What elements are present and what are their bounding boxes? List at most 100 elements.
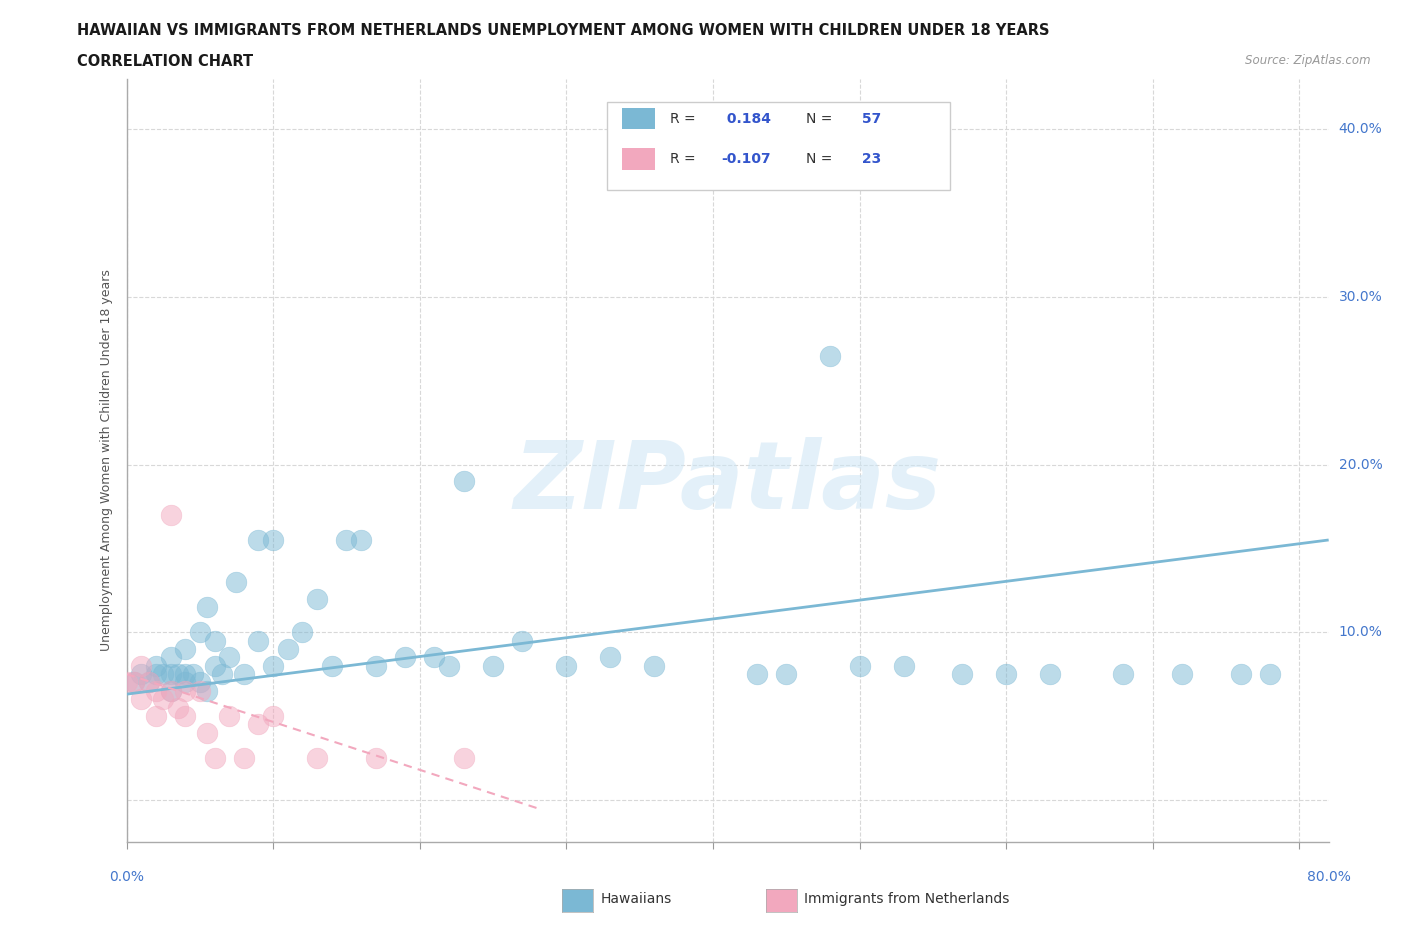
Point: [232, 751, 254, 765]
Point: [204, 751, 226, 765]
Point: [335, 533, 357, 548]
Point: [129, 667, 152, 682]
Point: [423, 650, 446, 665]
Point: [364, 751, 387, 765]
Point: [232, 667, 254, 682]
Text: Hawaiians: Hawaiians: [600, 892, 672, 907]
Point: [775, 667, 797, 682]
Point: [129, 692, 152, 707]
Point: [437, 658, 460, 673]
Text: 80.0%: 80.0%: [1306, 870, 1351, 884]
Point: [643, 658, 665, 673]
Point: [138, 675, 160, 690]
Point: [1039, 667, 1062, 682]
Text: R =: R =: [669, 112, 696, 126]
Point: [166, 667, 188, 682]
Point: [247, 717, 270, 732]
Point: [195, 725, 218, 740]
Point: [350, 533, 373, 548]
Point: [122, 675, 145, 690]
Point: [599, 650, 621, 665]
Point: [152, 692, 174, 707]
Point: [482, 658, 505, 673]
Text: 30.0%: 30.0%: [1339, 290, 1382, 304]
Point: [848, 658, 870, 673]
Point: [188, 625, 211, 640]
Point: [204, 633, 226, 648]
Point: [247, 533, 270, 548]
Point: [195, 684, 218, 698]
Point: [159, 684, 181, 698]
Point: [307, 591, 329, 606]
Point: [262, 658, 284, 673]
Point: [277, 642, 299, 657]
Point: [321, 658, 343, 673]
Point: [453, 474, 475, 489]
Point: [145, 684, 167, 698]
Point: [555, 658, 578, 673]
Point: [159, 508, 181, 523]
Point: [159, 684, 181, 698]
Point: [181, 667, 204, 682]
Point: [138, 675, 160, 690]
Point: [262, 533, 284, 548]
Point: [159, 667, 181, 682]
Point: [174, 642, 197, 657]
Point: [745, 667, 768, 682]
Point: [174, 675, 197, 690]
Point: [262, 709, 284, 724]
Point: [394, 650, 416, 665]
Point: [122, 675, 145, 690]
Text: Immigrants from Netherlands: Immigrants from Netherlands: [804, 892, 1010, 907]
Point: [188, 675, 211, 690]
Point: [211, 667, 233, 682]
Text: 57: 57: [858, 112, 882, 126]
Text: N =: N =: [806, 112, 832, 126]
Point: [145, 667, 167, 682]
Text: R =: R =: [669, 153, 696, 166]
Text: CORRELATION CHART: CORRELATION CHART: [77, 54, 253, 69]
Bar: [621, 108, 655, 129]
FancyBboxPatch shape: [607, 102, 950, 190]
Point: [145, 709, 167, 724]
Text: 10.0%: 10.0%: [1339, 625, 1382, 639]
Point: [291, 625, 314, 640]
Point: [195, 600, 218, 615]
Point: [174, 709, 197, 724]
Point: [152, 667, 174, 682]
Text: 23: 23: [858, 153, 882, 166]
Point: [174, 684, 197, 698]
Point: [818, 348, 841, 363]
Point: [453, 751, 475, 765]
Point: [115, 675, 138, 690]
Point: [218, 709, 240, 724]
Point: [364, 658, 387, 673]
Point: [1171, 667, 1194, 682]
Y-axis label: Unemployment Among Women with Children Under 18 years: Unemployment Among Women with Children U…: [100, 270, 114, 651]
Point: [307, 751, 329, 765]
Point: [159, 650, 181, 665]
Text: -0.107: -0.107: [721, 153, 772, 166]
Point: [702, 155, 724, 170]
Point: [225, 575, 247, 590]
Point: [174, 667, 197, 682]
Text: ZIPatlas: ZIPatlas: [513, 437, 942, 529]
Point: [145, 658, 167, 673]
Text: 20.0%: 20.0%: [1339, 458, 1382, 472]
Text: N =: N =: [806, 153, 832, 166]
Point: [950, 667, 973, 682]
Point: [1258, 667, 1281, 682]
Point: [995, 667, 1018, 682]
Bar: [621, 149, 655, 170]
Text: Source: ZipAtlas.com: Source: ZipAtlas.com: [1246, 54, 1371, 67]
Text: 0.0%: 0.0%: [110, 870, 143, 884]
Point: [166, 700, 188, 715]
Point: [1229, 667, 1251, 682]
Point: [247, 633, 270, 648]
Point: [188, 684, 211, 698]
Text: 0.184: 0.184: [721, 112, 770, 126]
Point: [1112, 667, 1135, 682]
Point: [204, 658, 226, 673]
Point: [129, 658, 152, 673]
Text: 40.0%: 40.0%: [1339, 123, 1382, 137]
